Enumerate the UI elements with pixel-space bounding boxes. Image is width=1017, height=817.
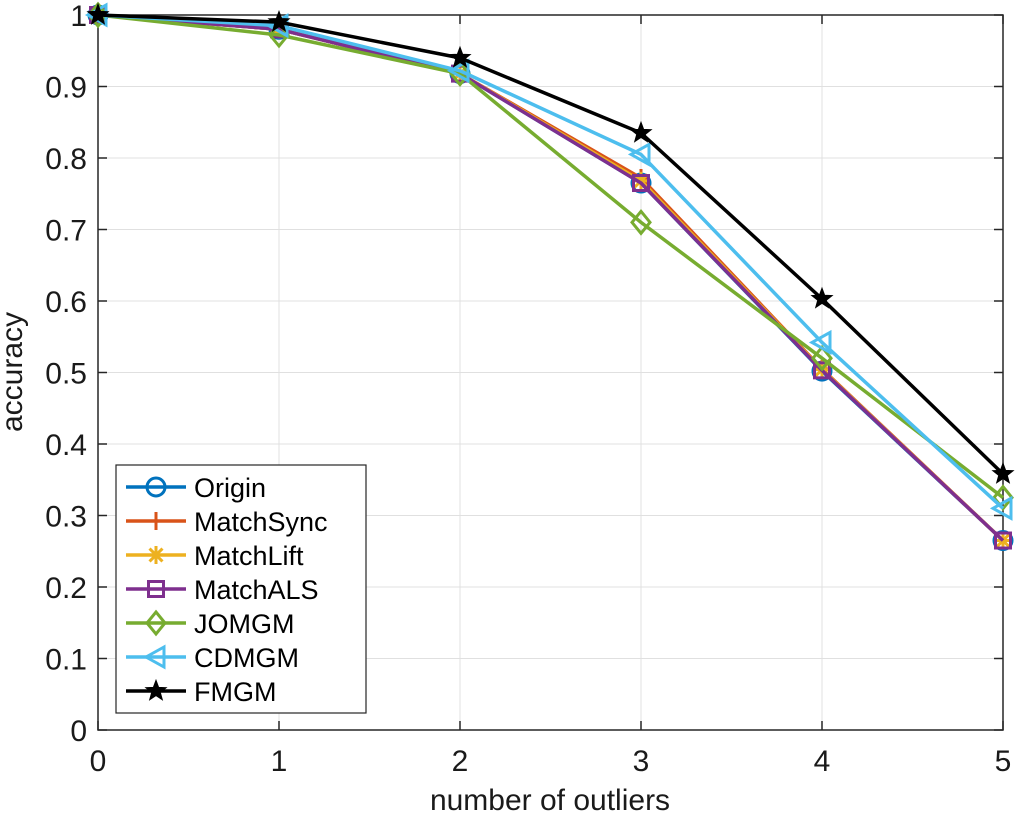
y-tick-label: 0.1 [45, 644, 87, 677]
legend-item: FMGM [126, 677, 276, 707]
y-axis-label: accuracy [0, 312, 29, 432]
y-tick-label: 0.6 [45, 286, 87, 319]
square-marker [994, 531, 1012, 550]
asterisk-marker [994, 531, 1012, 550]
x-tick-label: 5 [995, 745, 1012, 778]
series-layer [84, 1, 1015, 552]
y-tick-label: 0.2 [45, 572, 87, 605]
pentagram-marker [629, 120, 653, 143]
series-line [97, 13, 1005, 476]
x-tick-label: 3 [633, 745, 650, 778]
pentagram-marker [86, 2, 110, 25]
plus-marker [147, 512, 165, 530]
x-axis-label: number of outliers [430, 784, 670, 817]
legend-label: MatchALS [194, 575, 319, 605]
series-cdmgm [84, 2, 1013, 521]
legend-label: MatchSync [194, 507, 328, 537]
y-tick-label: 1 [70, 0, 87, 33]
triangle-left-marker [142, 644, 166, 670]
y-tick-label: 0.8 [45, 143, 87, 176]
series-line [97, 13, 1005, 510]
series-jomgm [87, 1, 1014, 511]
legend-label: JOMGM [194, 609, 295, 639]
legend-label: FMGM [194, 677, 276, 707]
legend-label: Origin [194, 473, 266, 503]
triangle-left-marker [808, 329, 832, 356]
legend-label: CDMGM [194, 643, 299, 673]
x-tick-label: 1 [271, 745, 288, 778]
diamond-marker [630, 208, 652, 236]
x-tick-label: 4 [814, 745, 831, 778]
y-tick-label: 0.4 [45, 429, 87, 462]
y-tick-label: 0.7 [45, 215, 87, 248]
legend-item: MatchALS [126, 575, 319, 605]
pentagram-marker [448, 45, 472, 68]
y-tick-label: 0.5 [45, 358, 87, 391]
asterisk-marker [632, 171, 650, 190]
pentagram-marker [267, 10, 291, 32]
series-fmgm [86, 2, 1015, 484]
x-tick-label: 0 [90, 745, 107, 778]
square-marker [632, 174, 650, 193]
circle-marker [145, 476, 167, 498]
pentagram-marker [991, 461, 1015, 484]
legend-label: MatchLift [194, 541, 304, 571]
triangle-left-marker [627, 141, 651, 167]
x-axis: 0 1 2 3 4 5 [90, 15, 1012, 778]
y-tick-label: 0.3 [45, 501, 87, 534]
square-marker [813, 361, 831, 380]
pentagram-marker [144, 678, 168, 701]
triangle-left-marker [989, 495, 1013, 521]
series-line [97, 13, 1005, 500]
diamond-marker [992, 484, 1014, 511]
series-line [97, 13, 1005, 542]
diamond-marker [268, 21, 290, 49]
legend-item: JOMGM [126, 609, 295, 639]
legend-item: Origin [126, 473, 266, 503]
triangle-left-marker [446, 58, 470, 84]
y-axis: 0 0.1 0.2 0.3 0.4 0.5 0.6 0.7 0.8 0.9 1 [45, 0, 1003, 748]
y-tick-label: 0 [70, 715, 87, 748]
diamond-marker [145, 609, 167, 637]
diamond-marker [811, 344, 833, 372]
pentagram-marker [810, 286, 834, 309]
asterisk-marker [147, 546, 165, 564]
legend-item: MatchSync [126, 507, 328, 537]
legend-item: CDMGM [126, 643, 299, 673]
square-marker [147, 580, 165, 598]
legend-item: MatchLift [126, 541, 304, 571]
legend: Origin MatchSync MatchLift MatchALS JOMGM CDM… [115, 464, 367, 714]
x-tick-label: 2 [452, 745, 469, 778]
y-tick-label: 0.9 [45, 72, 87, 105]
